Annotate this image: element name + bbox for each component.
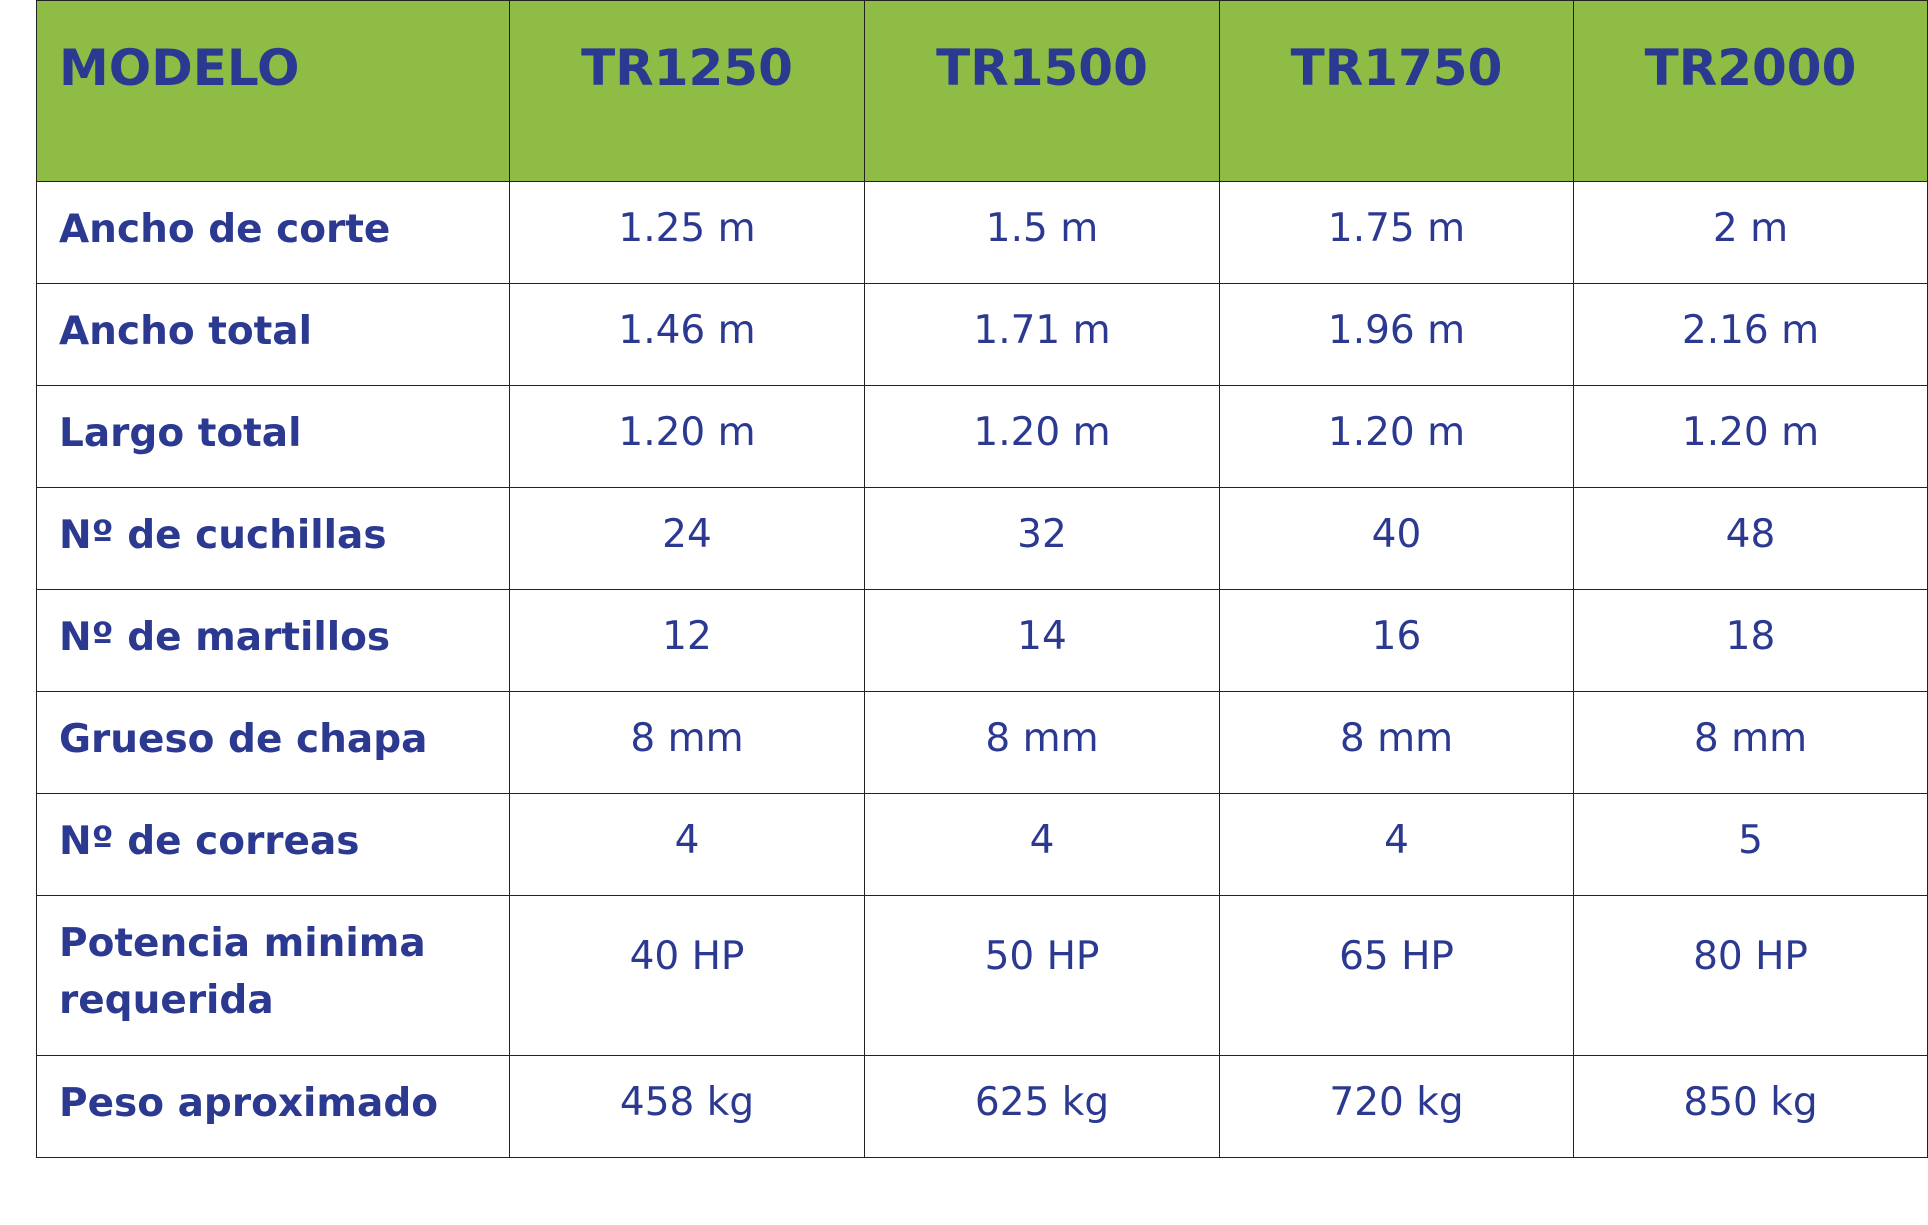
row-label: Nº de correas <box>36 793 510 896</box>
value-cell: 4 <box>864 793 1220 896</box>
value-cell: 50 HP <box>864 895 1220 1056</box>
table-row: Nº de correas 4 4 4 5 <box>36 793 1928 896</box>
table-row: Ancho total 1.46 m 1.71 m 1.96 m 2.16 m <box>36 283 1928 386</box>
value-cell: 2.16 m <box>1573 283 1928 386</box>
value-cell: 4 <box>1219 793 1574 896</box>
value-cell: 1.96 m <box>1219 283 1574 386</box>
header-label: MODELO <box>36 0 510 182</box>
value-cell: 4 <box>509 793 865 896</box>
value-cell: 1.20 m <box>864 385 1220 488</box>
value-cell: 1.20 m <box>1573 385 1928 488</box>
model-header: TR2000 <box>1573 0 1928 182</box>
value-cell: 40 <box>1219 487 1574 590</box>
value-cell: 8 mm <box>864 691 1220 794</box>
row-label: Ancho total <box>36 283 510 386</box>
value-cell: 14 <box>864 589 1220 692</box>
value-cell: 65 HP <box>1219 895 1574 1056</box>
value-cell: 5 <box>1573 793 1928 896</box>
table-row: Nº de martillos 12 14 16 18 <box>36 589 1928 692</box>
value-cell: 1.25 m <box>509 181 865 284</box>
table-row: Peso aproximado 458 kg 625 kg 720 kg 850 kg <box>36 1055 1928 1158</box>
value-cell: 24 <box>509 487 865 590</box>
value-cell: 32 <box>864 487 1220 590</box>
value-cell: 12 <box>509 589 865 692</box>
value-cell: 80 HP <box>1573 895 1928 1056</box>
row-label: Largo total <box>36 385 510 488</box>
value-cell: 8 mm <box>1573 691 1928 794</box>
value-cell: 625 kg <box>864 1055 1220 1158</box>
value-cell: 1.20 m <box>1219 385 1574 488</box>
value-cell: 18 <box>1573 589 1928 692</box>
value-cell: 1.71 m <box>864 283 1220 386</box>
header-row: MODELO TR1250 TR1500 TR1750 TR2000 <box>36 0 1928 182</box>
value-cell: 8 mm <box>1219 691 1574 794</box>
row-label: Peso aproximado <box>36 1055 510 1158</box>
value-cell: 8 mm <box>509 691 865 794</box>
value-cell: 1.20 m <box>509 385 865 488</box>
row-label: Nº de martillos <box>36 589 510 692</box>
row-label: Nº de cuchillas <box>36 487 510 590</box>
value-cell: 16 <box>1219 589 1574 692</box>
table-row: Nº de cuchillas 24 32 40 48 <box>36 487 1928 590</box>
value-cell: 1.75 m <box>1219 181 1574 284</box>
spec-table: MODELO TR1250 TR1500 TR1750 TR2000 Ancho de … <box>36 0 1928 1158</box>
model-header: TR1750 <box>1219 0 1574 182</box>
table-row: Grueso de chapa 8 mm 8 mm 8 mm 8 mm <box>36 691 1928 794</box>
value-cell: 48 <box>1573 487 1928 590</box>
model-header: TR1250 <box>509 0 865 182</box>
table-row: Potencia minima requerida 40 HP 50 HP 65 HP… <box>36 895 1928 1056</box>
row-label: Grueso de chapa <box>36 691 510 794</box>
model-header: TR1500 <box>864 0 1220 182</box>
value-cell: 1.46 m <box>509 283 865 386</box>
value-cell: 1.5 m <box>864 181 1220 284</box>
value-cell: 2 m <box>1573 181 1928 284</box>
table-row: Largo total 1.20 m 1.20 m 1.20 m 1.20 m <box>36 385 1928 488</box>
value-cell: 850 kg <box>1573 1055 1928 1158</box>
row-label: Potencia minima requerida <box>36 895 510 1056</box>
value-cell: 40 HP <box>509 895 865 1056</box>
value-cell: 720 kg <box>1219 1055 1574 1158</box>
row-label: Ancho de corte <box>36 181 510 284</box>
value-cell: 458 kg <box>509 1055 865 1158</box>
